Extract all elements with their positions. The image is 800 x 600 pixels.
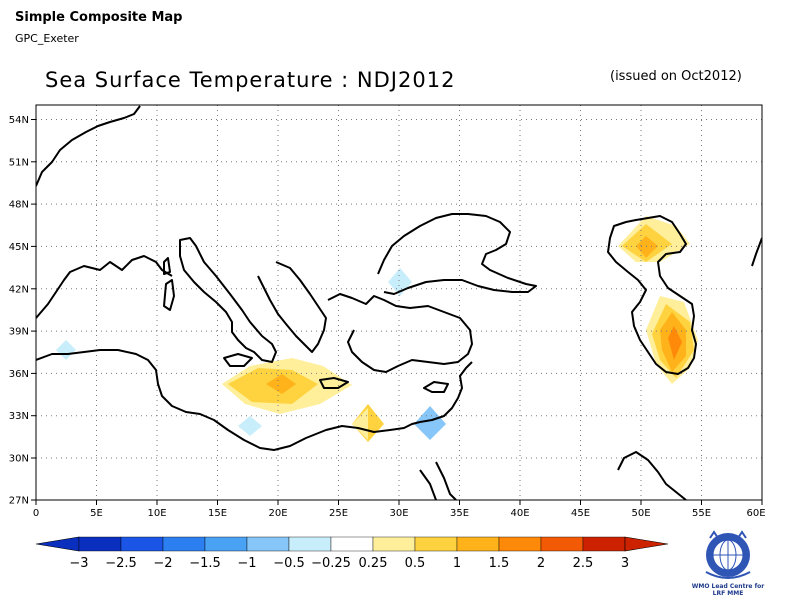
colorbar-label: 0.25 — [359, 556, 388, 571]
coast-east — [751, 237, 762, 267]
coast-europe-west — [36, 105, 141, 187]
colorbar-label: 0.5 — [405, 556, 426, 571]
coast-greece-turkey — [327, 293, 473, 373]
wmo-logo-icon — [705, 530, 751, 579]
anomaly-cyprus-cold — [414, 406, 446, 440]
issued-date: (issued on Oct2012) — [610, 69, 742, 84]
lat-label-54n: 54N — [9, 115, 29, 126]
lon-label-10e: 10E — [147, 508, 166, 519]
colorbar-label: −1 — [237, 556, 256, 571]
colorbar-label: −1.5 — [189, 556, 221, 571]
lat-label-33n: 33N — [9, 411, 29, 422]
coastlines — [36, 105, 762, 500]
coast-spain-france — [36, 255, 173, 319]
lon-label-20e: 20E — [268, 508, 287, 519]
coast-levant — [419, 361, 473, 423]
colorbar-swatch-8 — [372, 536, 416, 552]
coast-sardinia — [163, 279, 175, 311]
page-title: Simple Composite Map — [15, 10, 183, 25]
lon-label-50e: 50E — [631, 508, 650, 519]
colorbar-swatch-10 — [456, 536, 500, 552]
colorbar — [35, 536, 669, 552]
colorbar-arrow-right — [624, 536, 669, 552]
anomaly-libya-cold — [238, 416, 262, 436]
lon-label-35e: 35E — [450, 508, 469, 519]
lat-ticks — [31, 119, 36, 501]
lat-label-39n: 39N — [9, 327, 29, 338]
colorbar-swatch-7 — [330, 536, 374, 552]
colorbar-swatch-5 — [246, 536, 290, 552]
lon-label-5e: 5E — [90, 508, 103, 519]
colorbar-swatch-12 — [540, 536, 584, 552]
colorbar-label: −2 — [153, 556, 172, 571]
coast-black-sea — [377, 213, 537, 295]
colorbar-label: −3 — [69, 556, 88, 571]
lon-label-60e: 60E — [746, 508, 765, 519]
lon-label-55e: 55E — [692, 508, 711, 519]
lat-label-42n: 42N — [9, 284, 29, 295]
lon-label-40e: 40E — [510, 508, 529, 519]
colorbar-swatch-9 — [414, 536, 458, 552]
coast-corsica — [163, 257, 171, 275]
colorbar-label: 3 — [621, 556, 629, 571]
colorbar-label: −0.5 — [273, 556, 305, 571]
colorbar-label: 2.5 — [573, 556, 594, 571]
lat-label-48n: 48N — [9, 200, 29, 211]
map-title: Sea Surface Temperature : NDJ2012 — [45, 68, 456, 92]
lat-label-45n: 45N — [9, 242, 29, 253]
lon-label-15e: 15E — [208, 508, 227, 519]
colorbar-swatch-6 — [288, 536, 332, 552]
colorbar-label: −0.25 — [311, 556, 351, 571]
coast-caspian — [607, 215, 697, 375]
colorbar-swatch-2 — [120, 536, 164, 552]
logo-caption: WMO Lead Centre for LRF MME — [688, 583, 768, 597]
logo-caption-line1: WMO Lead Centre for — [691, 583, 765, 590]
colorbar-label: 1.5 — [489, 556, 510, 571]
logo-caption-line2: LRF MME — [712, 590, 744, 597]
anomaly-alboran-cold — [56, 340, 76, 360]
anomaly-central-med-core — [266, 374, 296, 394]
colorbar-labels: −3 −2.5 −2 −1.5 −1 −0.5 −0.25 0.25 0.5 1… — [69, 556, 629, 571]
lat-label-51n: 51N — [9, 157, 29, 168]
colorbar-swatch-4 — [204, 536, 248, 552]
map-grid — [36, 105, 762, 500]
colorbar-label: 2 — [537, 556, 545, 571]
lon-labels: 0 5E 10E 15E 20E 25E 30E 35E 40E 45E 50E… — [33, 508, 766, 519]
coast-africa — [36, 349, 421, 451]
colorbar-swatch-11 — [498, 536, 542, 552]
colorbar-swatch-13 — [582, 536, 626, 552]
colorbar-label: −2.5 — [105, 556, 137, 571]
colorbar-swatch-3 — [162, 536, 206, 552]
coast-balkans — [257, 261, 327, 353]
lon-ticks — [35, 500, 763, 505]
colorbar-arrow-left — [35, 536, 80, 552]
anomaly-caspian-south-core — [668, 326, 682, 360]
coast-italy — [179, 237, 277, 363]
lon-label-30e: 30E — [389, 508, 408, 519]
anomaly-caspian-north-core — [636, 236, 658, 258]
colorbar-label: 1 — [453, 556, 461, 571]
lon-label-25e: 25E — [329, 508, 348, 519]
anomaly-crete-south-outer — [352, 408, 368, 440]
lat-label-30n: 30N — [9, 454, 29, 465]
lat-label-27n: 27N — [9, 496, 29, 507]
lon-label-0: 0 — [33, 508, 39, 519]
coast-sicily — [223, 353, 253, 367]
lat-label-36n: 36N — [9, 369, 29, 380]
lat-labels: 54N 51N 48N 45N 42N 39N 36N 33N 30N 27N — [9, 115, 29, 507]
anomaly-shading — [56, 216, 698, 442]
lon-label-45e: 45E — [571, 508, 590, 519]
coast-persian-gulf — [617, 451, 687, 500]
coast-crete — [319, 377, 349, 389]
coast-red-sea — [419, 461, 457, 500]
colorbar-swatch-1 — [78, 536, 122, 552]
coast-cyprus — [423, 381, 449, 393]
page-subtitle: GPC_Exeter — [15, 32, 79, 45]
